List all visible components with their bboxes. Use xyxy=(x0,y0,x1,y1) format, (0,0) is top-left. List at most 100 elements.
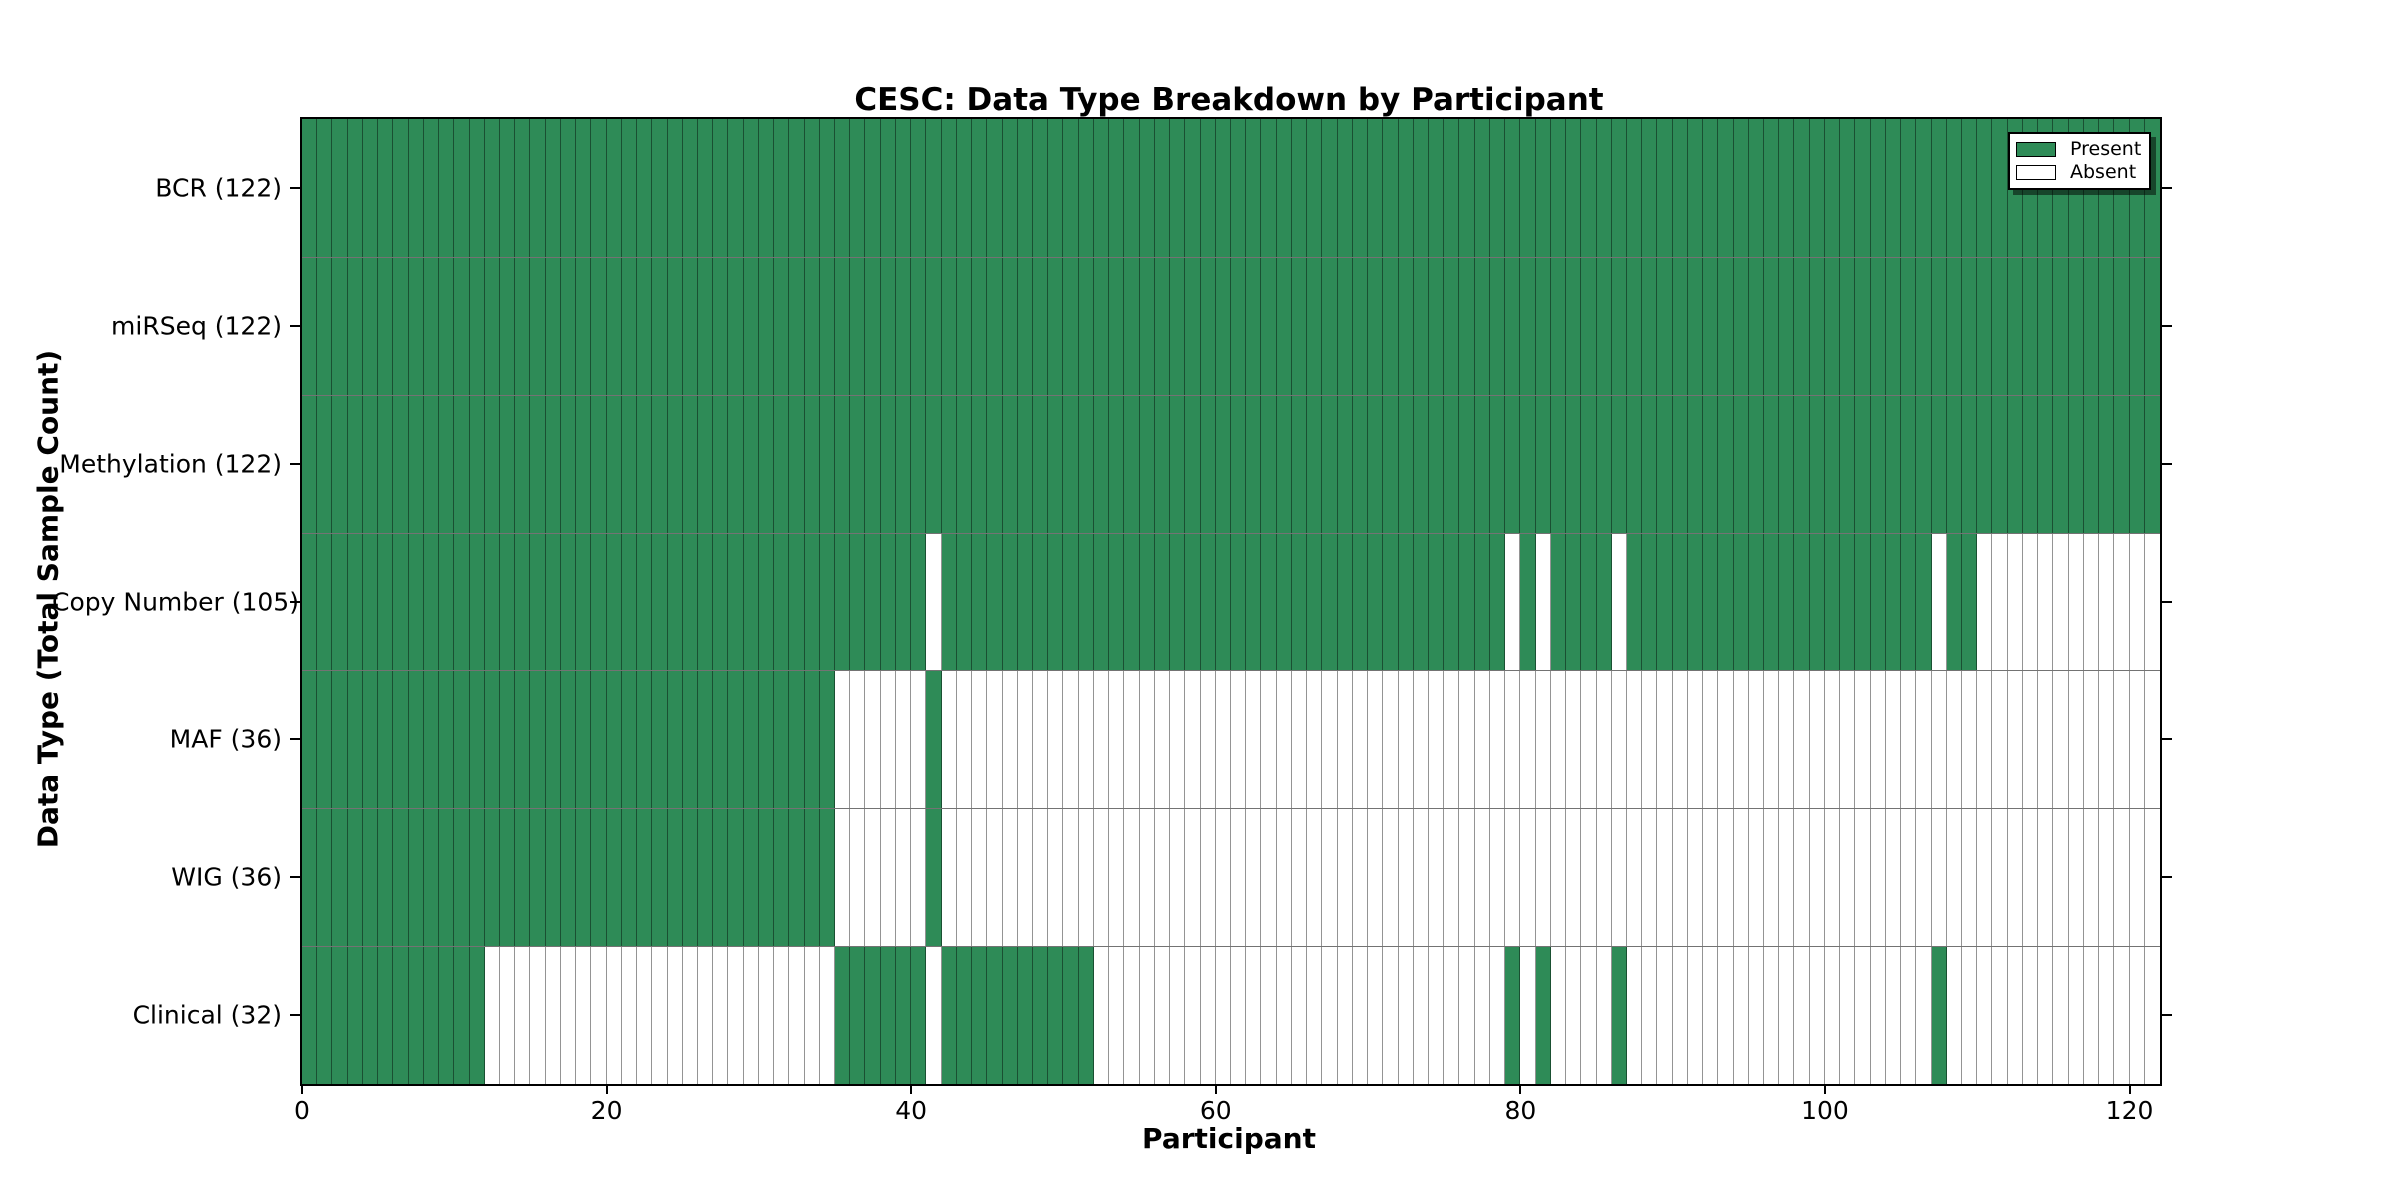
heatmap-cell xyxy=(317,257,333,395)
heatmap-cell xyxy=(1916,947,1932,1084)
heatmap-cell xyxy=(545,671,561,809)
heatmap-cell xyxy=(1215,671,1231,809)
y-tick-label: MAF (36) xyxy=(169,724,282,754)
heatmap-cell xyxy=(2068,533,2084,671)
heatmap-cell xyxy=(1352,395,1369,533)
heatmap-cell xyxy=(1626,119,1643,257)
heatmap-cell xyxy=(2114,809,2130,947)
heatmap-cell xyxy=(1124,119,1140,257)
legend-entry-absent: Absent xyxy=(2016,163,2143,182)
heatmap-cell xyxy=(499,809,516,947)
heatmap-cell xyxy=(469,947,485,1084)
heatmap-cell xyxy=(1870,671,1886,809)
y-tick-right xyxy=(2162,186,2172,189)
heatmap-cell xyxy=(1566,809,1582,947)
heatmap-cell xyxy=(1017,533,1034,671)
heatmap-cell xyxy=(1779,809,1795,947)
heatmap-cell xyxy=(926,119,942,257)
heatmap-cell xyxy=(1200,947,1216,1084)
heatmap-cell xyxy=(1535,119,1551,257)
heatmap-cell xyxy=(1718,395,1734,533)
heatmap-cell xyxy=(1855,671,1871,809)
heatmap-cell xyxy=(1916,809,1932,947)
heatmap-cell xyxy=(1885,809,1902,947)
heatmap-cell xyxy=(332,257,348,395)
heatmap-cell xyxy=(1992,671,2008,809)
heatmap-cell xyxy=(545,119,561,257)
heatmap-cell xyxy=(1398,257,1414,395)
heatmap-cell xyxy=(713,947,729,1084)
heatmap-cell xyxy=(697,671,714,809)
heatmap-cell xyxy=(1185,119,1201,257)
heatmap-cell xyxy=(408,947,424,1084)
heatmap-cell xyxy=(1048,533,1064,671)
heatmap-cell xyxy=(1520,947,1536,1084)
heatmap-cell xyxy=(880,809,896,947)
heatmap-cell xyxy=(1291,809,1308,947)
heatmap-cell xyxy=(1626,395,1643,533)
heatmap-cell xyxy=(591,947,607,1084)
heatmap-cell xyxy=(499,119,516,257)
heatmap-cell xyxy=(2144,533,2160,671)
heatmap-cell xyxy=(1398,947,1414,1084)
heatmap-cell xyxy=(545,533,561,671)
heatmap-cell xyxy=(1078,395,1094,533)
heatmap-cell xyxy=(1398,395,1414,533)
heatmap-cell xyxy=(1413,119,1429,257)
heatmap-cell xyxy=(774,395,790,533)
heatmap-cell xyxy=(895,809,912,947)
heatmap-cell xyxy=(1733,119,1749,257)
heatmap-cell xyxy=(606,257,622,395)
heatmap-cell xyxy=(393,947,409,1084)
y-tick-right xyxy=(2162,1014,2172,1017)
heatmap-cell xyxy=(774,257,790,395)
heatmap-cell xyxy=(1596,533,1612,671)
heatmap-cell xyxy=(2007,671,2023,809)
heatmap-cell xyxy=(545,809,561,947)
heatmap-cell xyxy=(1550,671,1567,809)
heatmap-cell xyxy=(1170,257,1186,395)
heatmap-cell xyxy=(530,947,546,1084)
heatmap-cell xyxy=(1474,119,1490,257)
heatmap-cell xyxy=(1642,809,1658,947)
y-tick xyxy=(290,1014,300,1017)
heatmap-cell xyxy=(697,257,714,395)
heatmap-cell xyxy=(1962,119,1978,257)
present-swatch xyxy=(2016,142,2056,157)
heatmap-cell xyxy=(1809,119,1825,257)
heatmap-cell xyxy=(2053,809,2069,947)
heatmap-cell xyxy=(1368,947,1384,1084)
heatmap-cell xyxy=(423,671,440,809)
heatmap-cell xyxy=(1002,809,1018,947)
heatmap-cell xyxy=(1474,947,1490,1084)
heatmap-cell xyxy=(1505,257,1521,395)
heatmap-cell xyxy=(621,395,638,533)
heatmap-cell xyxy=(1824,257,1841,395)
heatmap-cell xyxy=(2114,533,2130,671)
heatmap-cell xyxy=(637,533,653,671)
heatmap-cell xyxy=(1748,671,1765,809)
heatmap-cell xyxy=(789,395,805,533)
heatmap-cell xyxy=(393,671,409,809)
heatmap-cell xyxy=(911,947,927,1084)
heatmap-cell xyxy=(1946,533,1963,671)
heatmap-cell xyxy=(1748,947,1765,1084)
heatmap-cell xyxy=(2114,257,2130,395)
heatmap-cell xyxy=(652,119,668,257)
x-tick xyxy=(1823,1084,1826,1094)
heatmap-row-copy-number xyxy=(302,532,2160,671)
heatmap-cell xyxy=(1474,671,1490,809)
heatmap-cell xyxy=(1246,257,1262,395)
heatmap-cell xyxy=(1017,809,1034,947)
heatmap-cell xyxy=(591,671,607,809)
heatmap-cell xyxy=(2144,257,2160,395)
heatmap-cell xyxy=(987,395,1003,533)
heatmap-cell xyxy=(789,809,805,947)
heatmap-cell xyxy=(804,671,820,809)
heatmap-cell xyxy=(1337,257,1353,395)
heatmap-cell xyxy=(1444,947,1460,1084)
heatmap-cell xyxy=(1855,533,1871,671)
heatmap-cell xyxy=(1840,947,1856,1084)
heatmap-cell xyxy=(560,947,577,1084)
heatmap-cell xyxy=(1139,947,1155,1084)
